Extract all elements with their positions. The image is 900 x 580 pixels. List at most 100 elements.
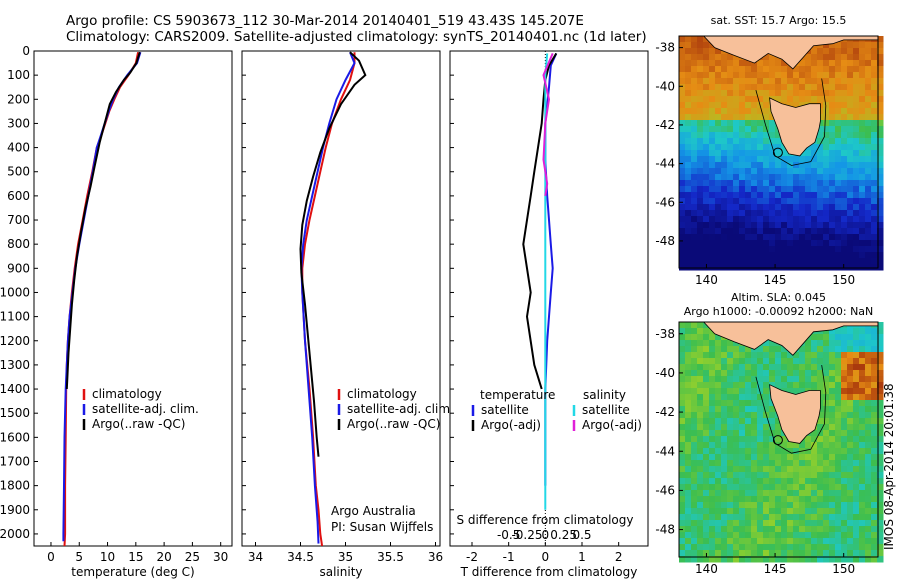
- heatmap-cell: [745, 538, 752, 545]
- heatmap-cell: [823, 424, 830, 431]
- heatmap-cell: [763, 138, 770, 145]
- heatmap-cell: [697, 240, 704, 247]
- heatmap-cell: [877, 264, 884, 271]
- heatmap-cell: [859, 466, 866, 473]
- heatmap-cell: [709, 48, 716, 55]
- heatmap-cell: [721, 514, 728, 521]
- heatmap-cell: [727, 90, 734, 97]
- heatmap-cell: [757, 544, 764, 551]
- heatmap-cell: [685, 526, 692, 533]
- heatmap-cell: [691, 550, 698, 557]
- heatmap-cell: [727, 412, 734, 419]
- heatmap-cell: [715, 156, 722, 163]
- heatmap-cell: [769, 364, 776, 371]
- heatmap-cell: [829, 454, 836, 461]
- heatmap-cell: [793, 252, 800, 259]
- heatmap-cell: [697, 538, 704, 545]
- heatmap-cell: [691, 460, 698, 467]
- heatmap-cell: [757, 550, 764, 557]
- heatmap-cell: [847, 346, 854, 353]
- heatmap-cell: [691, 156, 698, 163]
- heatmap-cell: [811, 162, 818, 169]
- heatmap-cell: [871, 132, 878, 139]
- heatmap-cell: [685, 544, 692, 551]
- heatmap-cell: [847, 258, 854, 265]
- heatmap-cell: [853, 168, 860, 175]
- heatmap-cell: [859, 222, 866, 229]
- heatmap-cell: [745, 412, 752, 419]
- heatmap-cell: [715, 448, 722, 455]
- heatmap-cell: [841, 466, 848, 473]
- heatmap-cell: [847, 264, 854, 271]
- heatmap-cell: [757, 454, 764, 461]
- heatmap-cell: [745, 234, 752, 241]
- heatmap-cell: [691, 442, 698, 449]
- heatmap-cell: [877, 394, 884, 401]
- heatmap-cell: [703, 340, 710, 347]
- heatmap-cell: [835, 48, 842, 55]
- heatmap-cell: [757, 228, 764, 235]
- heatmap-cell: [877, 454, 884, 461]
- heatmap-cell: [709, 66, 716, 73]
- heatmap-cell: [823, 258, 830, 265]
- heatmap-cell: [787, 502, 794, 509]
- heatmap-cell: [847, 54, 854, 61]
- heatmap-cell: [697, 412, 704, 419]
- y-tick-label: 1800: [0, 479, 30, 493]
- heatmap-cell: [853, 460, 860, 467]
- heatmap-cell: [679, 108, 686, 115]
- legend-label: climatology: [92, 387, 162, 401]
- heatmap-cell: [805, 168, 812, 175]
- heatmap-cell: [847, 520, 854, 527]
- heatmap-cell: [817, 228, 824, 235]
- heatmap-cell: [793, 90, 800, 97]
- heatmap-cell: [805, 532, 812, 539]
- heatmap-cell: [679, 120, 686, 127]
- heatmap-cell: [853, 180, 860, 187]
- heatmap-cell: [715, 454, 722, 461]
- heatmap-cell: [877, 346, 884, 353]
- heatmap-cell: [757, 66, 764, 73]
- heatmap-cell: [805, 258, 812, 265]
- heatmap-cell: [679, 424, 686, 431]
- heatmap-cell: [775, 246, 782, 253]
- heatmap-cell: [871, 192, 878, 199]
- heatmap-cell: [703, 258, 710, 265]
- heatmap-cell: [709, 204, 716, 211]
- heatmap-cell: [823, 144, 830, 151]
- heatmap-cell: [787, 382, 794, 389]
- heatmap-cell: [811, 334, 818, 341]
- heatmap-cell: [763, 78, 770, 85]
- heatmap-cell: [715, 144, 722, 151]
- heatmap-cell: [817, 168, 824, 175]
- heatmap-cell: [721, 78, 728, 85]
- heatmap-cell: [823, 550, 830, 557]
- x-tick-label: 34: [248, 550, 263, 564]
- legend-label: Argo(-adj): [481, 418, 541, 432]
- heatmap-cell: [685, 96, 692, 103]
- heatmap-cell: [853, 436, 860, 443]
- heatmap-cell: [697, 400, 704, 407]
- heatmap-cell: [691, 418, 698, 425]
- heatmap-cell: [847, 234, 854, 241]
- heatmap-cell: [691, 472, 698, 479]
- heatmap-cell: [733, 412, 740, 419]
- heatmap-cell: [679, 84, 686, 91]
- heatmap-cell: [763, 156, 770, 163]
- heatmap-cell: [811, 90, 818, 97]
- y-tick-label: 900: [7, 261, 30, 275]
- heatmap-cell: [733, 448, 740, 455]
- heatmap-cell: [721, 340, 728, 347]
- heatmap-cell: [829, 496, 836, 503]
- heatmap-cell: [817, 490, 824, 497]
- heatmap-cell: [853, 352, 860, 359]
- heatmap-cell: [691, 36, 698, 43]
- heatmap-cell: [763, 150, 770, 157]
- heatmap-cell: [739, 484, 746, 491]
- heatmap-cell: [877, 72, 884, 79]
- heatmap-cell: [775, 78, 782, 85]
- map-title: sat. SST: 15.7 Argo: 15.5: [711, 14, 847, 27]
- heatmap-cell: [859, 472, 866, 479]
- heatmap-cell: [703, 54, 710, 61]
- heatmap-cell: [745, 460, 752, 467]
